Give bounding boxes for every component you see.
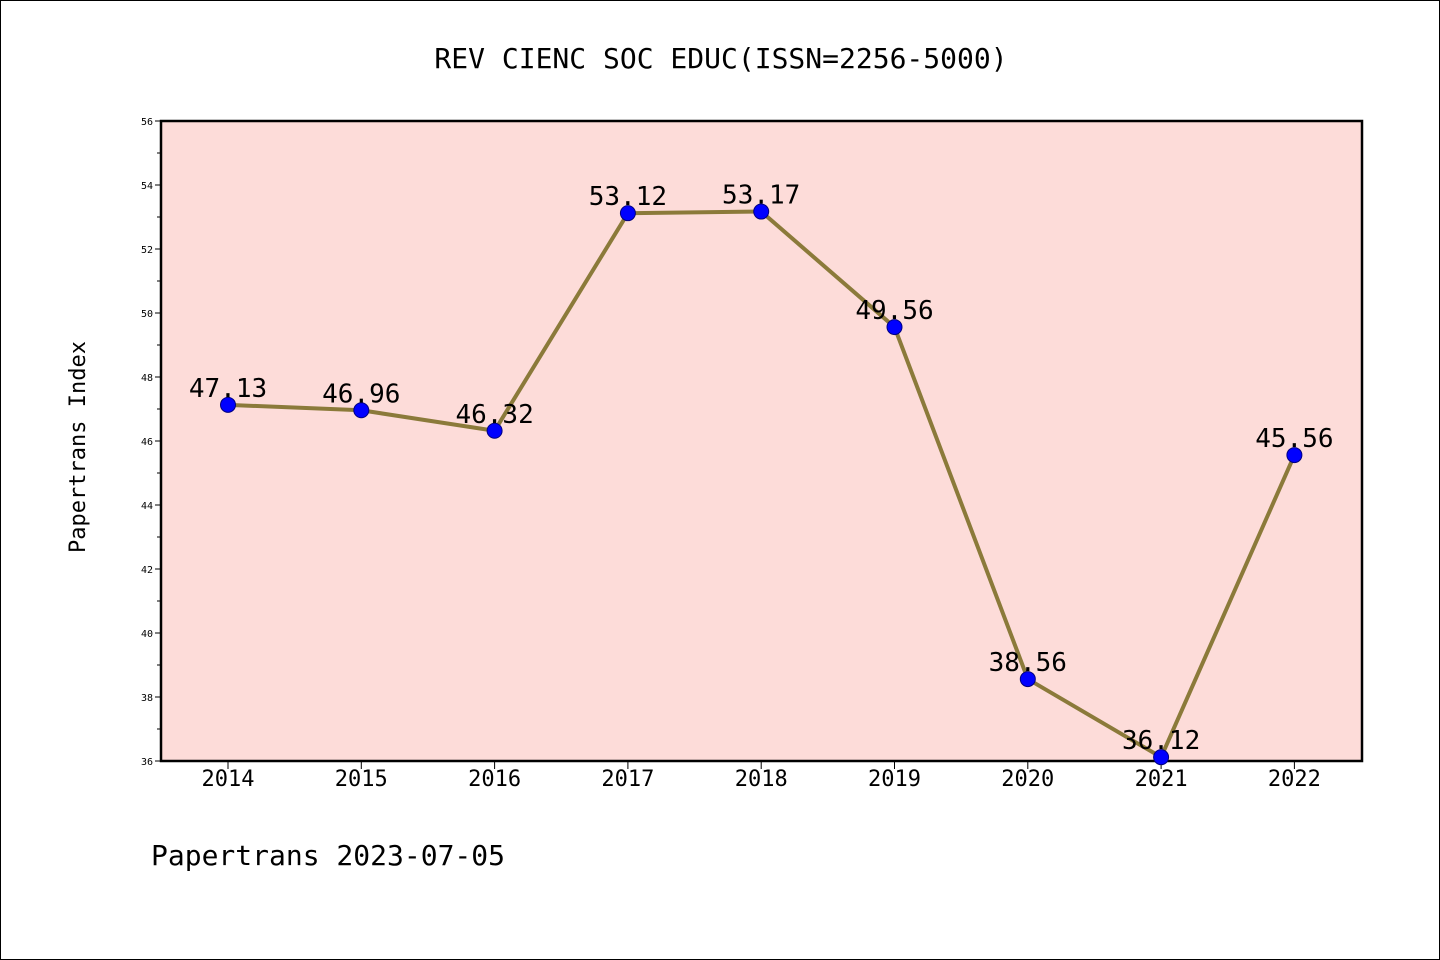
plot-area: [159, 119, 1364, 763]
data-labels: 47.13 46.96 46.32 53.12 53.17 49.56 38.56 36.12…: [189, 181, 1334, 757]
data-point-marker: [886, 319, 903, 336]
y-tick-label: 46: [141, 437, 153, 448]
data-point-marker: [619, 205, 636, 222]
data-point-marker: [1019, 671, 1036, 688]
data-point-marker: [1286, 447, 1303, 464]
data-label: 49.56: [855, 296, 933, 326]
data-label: 46.32: [455, 400, 533, 430]
x-tick-label: 2015: [335, 767, 388, 792]
x-tick-label: 2021: [1135, 767, 1188, 792]
x-tick-label: 2020: [1001, 767, 1054, 792]
data-point-marker: [753, 203, 770, 220]
y-axis-label: Papertrans Index: [66, 341, 91, 553]
chart-title: REV CIENC SOC EDUC(ISSN=2256-5000): [434, 42, 1007, 75]
data-point-marker: [353, 402, 370, 419]
x-tick-label: 2018: [735, 767, 788, 792]
x-tick-label: 2016: [468, 767, 521, 792]
y-tick-label: 56: [141, 117, 153, 128]
x-tick-label: 2019: [868, 767, 921, 792]
data-point-marker: [1153, 749, 1170, 766]
y-tick-label: 48: [141, 373, 153, 384]
footer-credit: Papertrans 2023-07-05: [151, 839, 505, 872]
data-label: 47.13: [189, 374, 267, 404]
x-tick-label: 2022: [1268, 767, 1321, 792]
x-tick-label: 2014: [202, 767, 255, 792]
data-label: 53.12: [589, 182, 667, 212]
x-axis-ticks: 2014 2015 2016 2017 2018 2019 2020 2021 2022: [202, 761, 1321, 792]
data-label: 36.12: [1122, 726, 1200, 756]
y-tick-label: 44: [141, 501, 153, 512]
x-tick-label: 2017: [601, 767, 654, 792]
y-tick-label: 50: [141, 309, 153, 320]
data-label: 45.56: [1255, 424, 1333, 454]
data-label: 38.56: [989, 648, 1067, 678]
data-label: 53.17: [722, 181, 800, 211]
data-point-marker: [486, 422, 503, 439]
y-tick-label: 36: [141, 757, 153, 768]
y-tick-label: 42: [141, 565, 153, 576]
y-tick-label: 38: [141, 693, 153, 704]
data-label: 46.96: [322, 379, 400, 409]
y-axis-ticks: 36 38 40 42 44 46 48 50 52 54 56: [141, 117, 161, 768]
data-point-marker: [220, 396, 236, 413]
y-tick-label: 54: [141, 181, 153, 192]
y-tick-label: 40: [141, 629, 153, 640]
y-tick-label: 52: [141, 245, 153, 256]
series-line-layer: [220, 203, 1303, 766]
